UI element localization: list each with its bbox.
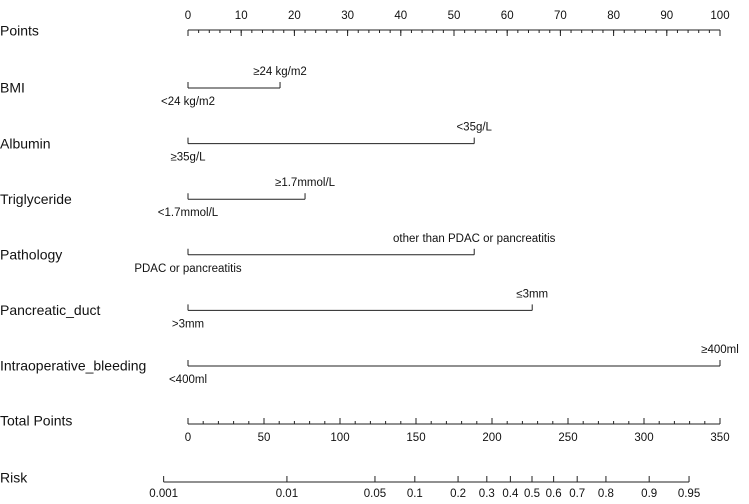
row-name: Pancreatic_duct	[0, 302, 101, 318]
tick-label: 0.6	[546, 488, 562, 500]
level-label: >3mm	[172, 318, 204, 330]
tick-label: 50	[448, 10, 461, 22]
tick-label: 10	[235, 10, 248, 22]
tick-label: 60	[501, 10, 514, 22]
tick-label: 80	[607, 10, 620, 22]
level-label: <1.7mmol/L	[158, 207, 219, 219]
tick-label: 350	[710, 432, 729, 444]
level-label: <35g/L	[456, 122, 492, 134]
tick-label: 0.3	[479, 488, 495, 500]
tick-label: 70	[554, 10, 567, 22]
tick-label: 200	[482, 432, 501, 444]
level-label: ≥24 kg/m2	[253, 66, 307, 78]
tick-label: 300	[634, 432, 653, 444]
level-label: <24 kg/m2	[161, 96, 215, 108]
tick-label: 0.5	[524, 488, 540, 500]
row-name: Risk	[0, 470, 28, 486]
row-name: Total Points	[0, 413, 72, 429]
tick-label: 100	[710, 10, 729, 22]
tick-label: 0	[185, 10, 191, 22]
tick-label: 0.1	[407, 488, 423, 500]
row-name: Intraoperative_bleeding	[0, 358, 146, 374]
level-label: ≥35g/L	[170, 152, 206, 164]
tick-label: 0.01	[276, 488, 298, 500]
level-label: ≥1.7mmol/L	[275, 177, 336, 189]
tick-label: 0.8	[598, 488, 614, 500]
tick-label: 50	[258, 432, 271, 444]
tick-label: 0.9	[641, 488, 657, 500]
tick-label: 40	[394, 10, 407, 22]
tick-label: 0.001	[149, 488, 178, 500]
level-label: <400ml	[169, 374, 207, 386]
tick-label: 250	[558, 432, 577, 444]
tick-label: 30	[341, 10, 354, 22]
level-label: ≤3mm	[516, 288, 548, 300]
tick-label: 0.05	[364, 488, 386, 500]
tick-label: 0.4	[502, 488, 519, 500]
row-name: Pathology	[0, 247, 62, 263]
level-label: other than PDAC or pancreatitis	[393, 233, 556, 245]
tick-label: 0.2	[450, 488, 466, 500]
tick-label: 0.7	[569, 488, 585, 500]
tick-label: 100	[330, 432, 349, 444]
row-name: BMI	[0, 80, 25, 96]
row-name: Triglyceride	[0, 191, 72, 207]
tick-label: 150	[406, 432, 425, 444]
tick-label: 90	[660, 10, 673, 22]
row-name: Points	[0, 23, 39, 39]
tick-label: 0.95	[678, 488, 700, 500]
tick-label: 20	[288, 10, 301, 22]
tick-label: 0	[185, 432, 191, 444]
level-label: PDAC or pancreatitis	[134, 263, 242, 275]
row-name: Albumin	[0, 135, 51, 151]
level-label: ≥400ml	[701, 344, 739, 356]
